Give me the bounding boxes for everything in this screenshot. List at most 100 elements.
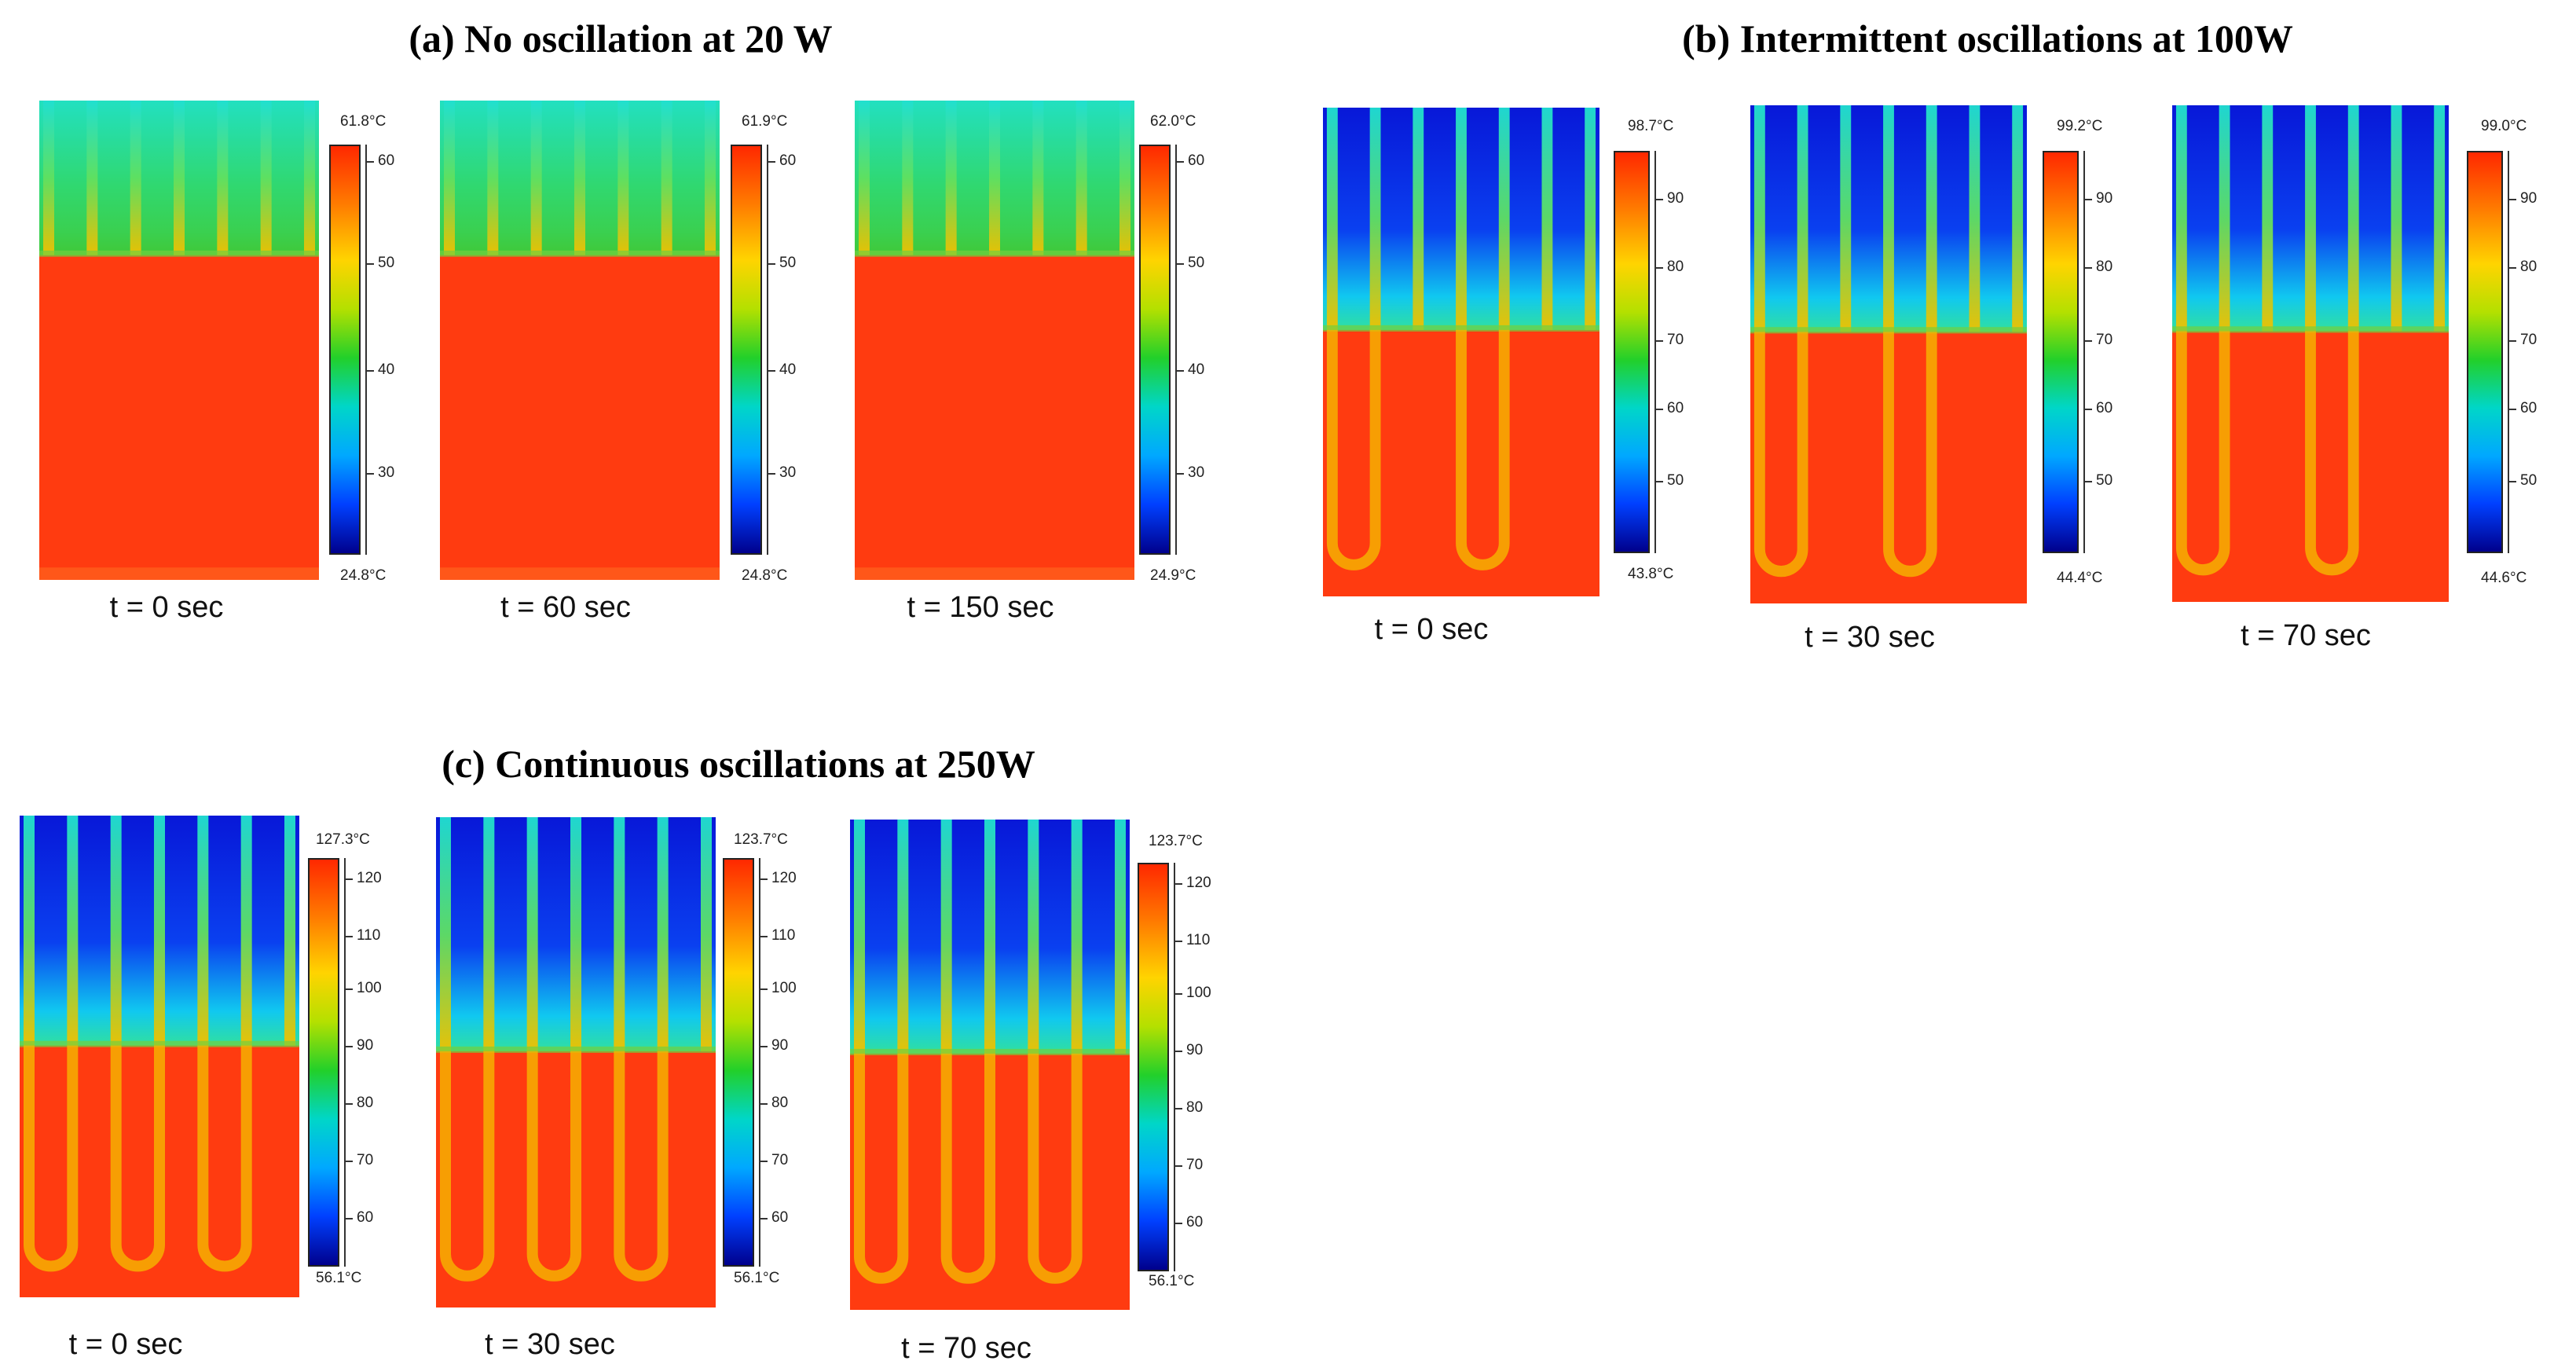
colorbar-tick-label: 120 [346,870,382,886]
thermal-image [855,101,1134,580]
colorbar-max-label: 123.7°C [734,831,788,848]
colorbar-min-label: 24.8°C [340,567,387,584]
colorbar-gradient [723,858,754,1267]
colorbar-gradient [308,858,339,1267]
colorbar-gradient [329,145,361,555]
colorbar-gradient [1614,151,1650,553]
panel-b-title: (b) Intermittent oscillations at 100W [1682,17,2293,61]
colorbar-max-label: 98.7°C [1628,118,1674,134]
colorbar-tick-label: 70 [760,1151,789,1168]
colorbar-gradient [731,145,762,555]
colorbar-tick-label: 90 [2084,190,2113,207]
time-label: t = 0 sec [1374,613,1489,646]
colorbar-gradient [1138,863,1169,1271]
colorbar-max-label: 99.2°C [2057,118,2103,134]
thermal-image [850,820,1130,1310]
colorbar-tick-label: 60 [366,152,395,169]
colorbar-min-label: 56.1°C [316,1270,362,1286]
colorbar-tick-label: 70 [1174,1156,1204,1173]
colorbar-min-label: 44.4°C [2057,570,2103,586]
colorbar: 90 80 70 60 50 [2467,151,2537,553]
colorbar-tick-label: 50 [2508,471,2538,489]
thermal-image [20,816,299,1297]
colorbar-tick-label: 100 [1175,985,1211,1002]
colorbar-min-label: 24.8°C [742,567,788,584]
colorbar-tick-label: 50 [768,255,797,272]
colorbar-max-label: 127.3°C [316,831,370,848]
colorbar-tick-label: 30 [366,464,395,481]
colorbar-tick-label: 30 [768,464,797,481]
colorbar-axis [2083,151,2088,553]
colorbar-max-label: 61.8°C [340,113,387,130]
time-label: t = 60 sec [500,591,631,624]
colorbar-tick-label: 70 [2508,331,2538,348]
thermal-image [1323,108,1599,596]
colorbar-max-label: 99.0°C [2481,118,2527,134]
colorbar-tick-label: 40 [768,361,797,379]
thermal-image [39,101,319,580]
colorbar: 120 110 100 90 80 70 60 [308,858,382,1267]
colorbar-tick-label: 90 [345,1037,374,1054]
thermal-image [440,101,720,580]
time-label: t = 30 sec [485,1328,615,1361]
colorbar-tick-label: 100 [760,980,797,997]
colorbar: 60 50 40 30 [329,145,394,555]
colorbar-axis [767,145,771,555]
colorbar-tick-label: 100 [346,980,382,997]
colorbar-tick-label: 60 [768,152,797,169]
colorbar-tick-label: 80 [2508,259,2538,276]
colorbar-tick-label: 80 [1655,259,1684,276]
colorbar-tick-label: 60 [345,1208,374,1226]
time-label: t = 0 sec [109,591,224,624]
colorbar-max-label: 62.0°C [1150,113,1196,130]
colorbar-gradient [1139,145,1171,555]
colorbar-max-label: 123.7°C [1149,833,1203,849]
thermal-image [1750,105,2027,603]
colorbar-tick-label: 90 [760,1037,789,1054]
colorbar-tick-label: 60 [1174,1213,1204,1230]
colorbar-tick-label: 50 [2084,471,2113,489]
colorbar-min-label: 44.6°C [2481,570,2527,586]
colorbar-tick-label: 50 [1176,255,1205,272]
colorbar-tick-label: 80 [2084,259,2113,276]
colorbar: 60 50 40 30 [731,145,796,555]
colorbar-tick-label: 50 [1655,471,1684,489]
colorbar-axis [1175,145,1180,555]
colorbar-tick-label: 50 [366,255,395,272]
colorbar-tick-label: 60 [2508,399,2538,416]
colorbar-tick-label: 110 [1174,931,1211,948]
colorbar-axis [1654,151,1659,553]
colorbar-tick-label: 120 [760,870,797,886]
colorbar-axis [1174,863,1178,1271]
colorbar: 90 80 70 60 50 [2043,151,2112,553]
colorbar-max-label: 61.9°C [742,113,788,130]
colorbar-tick-label: 80 [345,1095,374,1111]
colorbar-tick-label: 70 [1655,331,1684,348]
colorbar-tick-label: 110 [345,926,381,944]
colorbar-tick-label: 70 [345,1151,374,1168]
colorbar-tick-label: 80 [1174,1099,1204,1116]
colorbar-tick-label: 40 [1176,361,1205,379]
time-label: t = 0 sec [68,1328,183,1361]
colorbar-tick-label: 40 [366,361,395,379]
colorbar: 60 50 40 30 [1139,145,1204,555]
colorbar-tick-label: 110 [760,926,796,944]
thermal-image [2172,105,2449,602]
colorbar-min-label: 56.1°C [1149,1273,1195,1289]
colorbar: 120 110 100 90 80 70 60 [1138,863,1211,1271]
thermal-image [436,817,716,1307]
colorbar-tick-label: 60 [1176,152,1205,169]
colorbar-axis [365,145,370,555]
colorbar-tick-label: 90 [2508,190,2538,207]
colorbar-tick-label: 60 [760,1208,789,1226]
colorbar-axis [759,858,764,1267]
time-label: t = 30 sec [1805,621,1935,654]
colorbar-min-label: 56.1°C [734,1270,780,1286]
colorbar-gradient [2467,151,2503,553]
colorbar: 120 110 100 90 80 70 60 [723,858,797,1267]
colorbar-tick-label: 60 [2084,399,2113,416]
panel-a-title: (a) No oscillation at 20 W [409,17,833,61]
colorbar-tick-label: 120 [1175,875,1211,891]
panel-c-title: (c) Continuous oscillations at 250W [442,742,1035,786]
time-label: t = 70 sec [901,1332,1031,1365]
